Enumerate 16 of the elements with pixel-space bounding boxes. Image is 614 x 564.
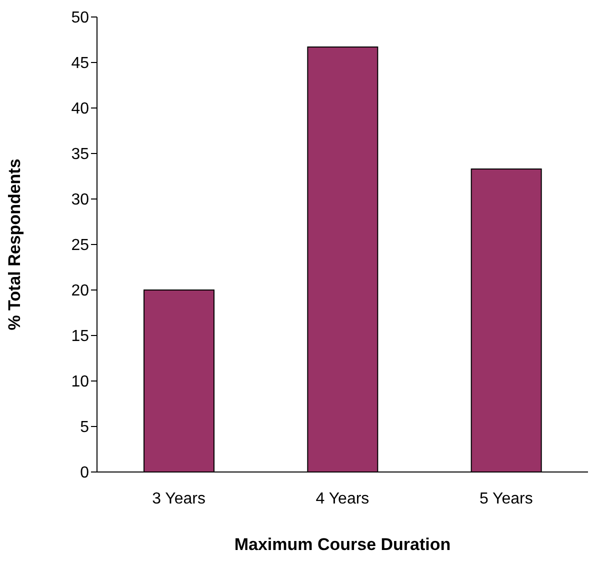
y-tick-label: 50 xyxy=(71,10,90,27)
y-axis-title: % Total Respondents xyxy=(5,158,24,330)
y-tick-label: 25 xyxy=(71,237,90,254)
y-tick-label: 45 xyxy=(71,55,90,72)
x-tick-label: 3 Years xyxy=(152,490,206,508)
x-axis-title: Maximum Course Duration xyxy=(234,535,451,554)
y-tick-label: 15 xyxy=(71,328,90,346)
x-tick-label: 4 Years xyxy=(316,490,370,508)
y-tick-label: 20 xyxy=(71,282,90,300)
y-tick-label: 0 xyxy=(80,464,90,482)
y-tick-label: 10 xyxy=(71,374,90,391)
x-tick-label: 5 Years xyxy=(479,490,533,508)
y-tick-label: 35 xyxy=(71,146,90,164)
y-tick-label: 30 xyxy=(71,192,90,209)
y-tick-label: 5 xyxy=(80,419,90,436)
y-tick-label: 40 xyxy=(71,100,90,118)
